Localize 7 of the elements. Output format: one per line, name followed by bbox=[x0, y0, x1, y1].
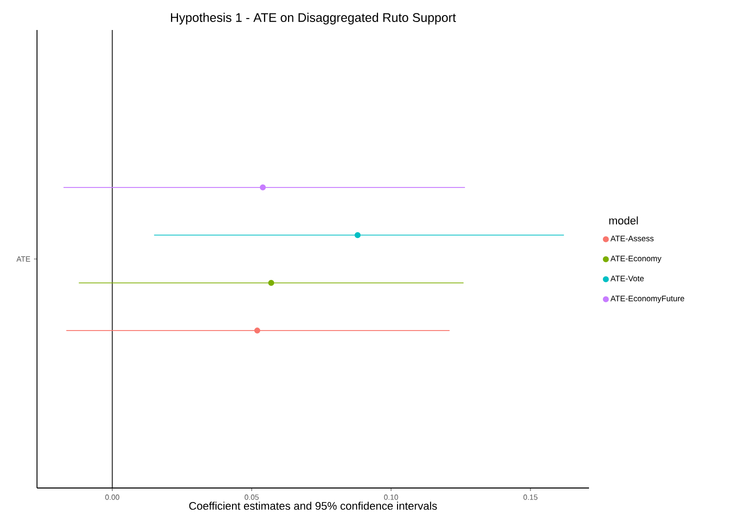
legend-label: ATE-Economy bbox=[610, 256, 662, 263]
x-axis-title: Coefficient estimates and 95% confidence intervals bbox=[189, 502, 437, 510]
legend-label: ATE-Vote bbox=[610, 276, 644, 282]
chart-title: Hypothesis 1 - ATE on Disaggregated Ruto Support bbox=[171, 12, 456, 24]
legend-title: model bbox=[609, 216, 638, 224]
legend-label: ATE-EconomyFuture bbox=[610, 296, 684, 303]
legend-label: ATE-Assess bbox=[610, 236, 654, 242]
